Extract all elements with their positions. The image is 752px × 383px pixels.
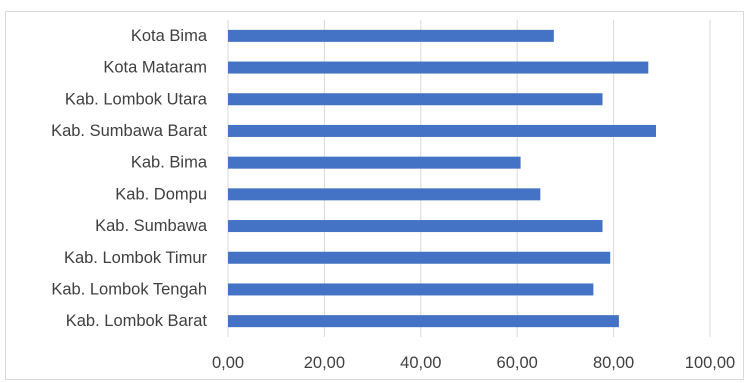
bar xyxy=(228,93,603,106)
category-label: Kab. Lombok Timur xyxy=(64,249,208,267)
category-label: Kab. Bima xyxy=(131,154,208,172)
category-label: Kab. Sumbawa Barat xyxy=(51,122,207,140)
bar xyxy=(228,251,611,264)
category-label: Kab. Lombok Tengah xyxy=(51,280,207,298)
bar xyxy=(228,156,521,169)
category-label: Kab. Lombok Barat xyxy=(66,312,208,330)
category-label: Kab. Lombok Utara xyxy=(65,90,208,108)
bar-chart: Kota Bima Kota Mataram Kab. Lombok Utara Ka… xyxy=(51,20,735,372)
bar xyxy=(228,220,603,233)
bar xyxy=(228,61,649,74)
x-tick-label: 0,00 xyxy=(212,354,244,372)
category-label: Kab. Sumbawa xyxy=(95,217,208,235)
bar xyxy=(228,188,541,201)
chart-area: Kota Bima Kota Mataram Kab. Lombok Utara Ka… xyxy=(5,11,744,380)
bar xyxy=(228,124,657,137)
bar xyxy=(228,283,594,296)
x-tick-label: 40,00 xyxy=(400,354,441,372)
bar xyxy=(228,315,619,328)
category-label: Kota Bima xyxy=(131,27,208,45)
category-label: Kota Mataram xyxy=(103,59,207,77)
x-tick-label: 100,00 xyxy=(685,354,735,372)
bar xyxy=(228,29,554,42)
category-label: Kab. Dompu xyxy=(115,185,207,203)
x-tick-label: 80,00 xyxy=(593,354,634,372)
x-tick-label: 60,00 xyxy=(497,354,538,372)
x-tick-label: 20,00 xyxy=(304,354,345,372)
